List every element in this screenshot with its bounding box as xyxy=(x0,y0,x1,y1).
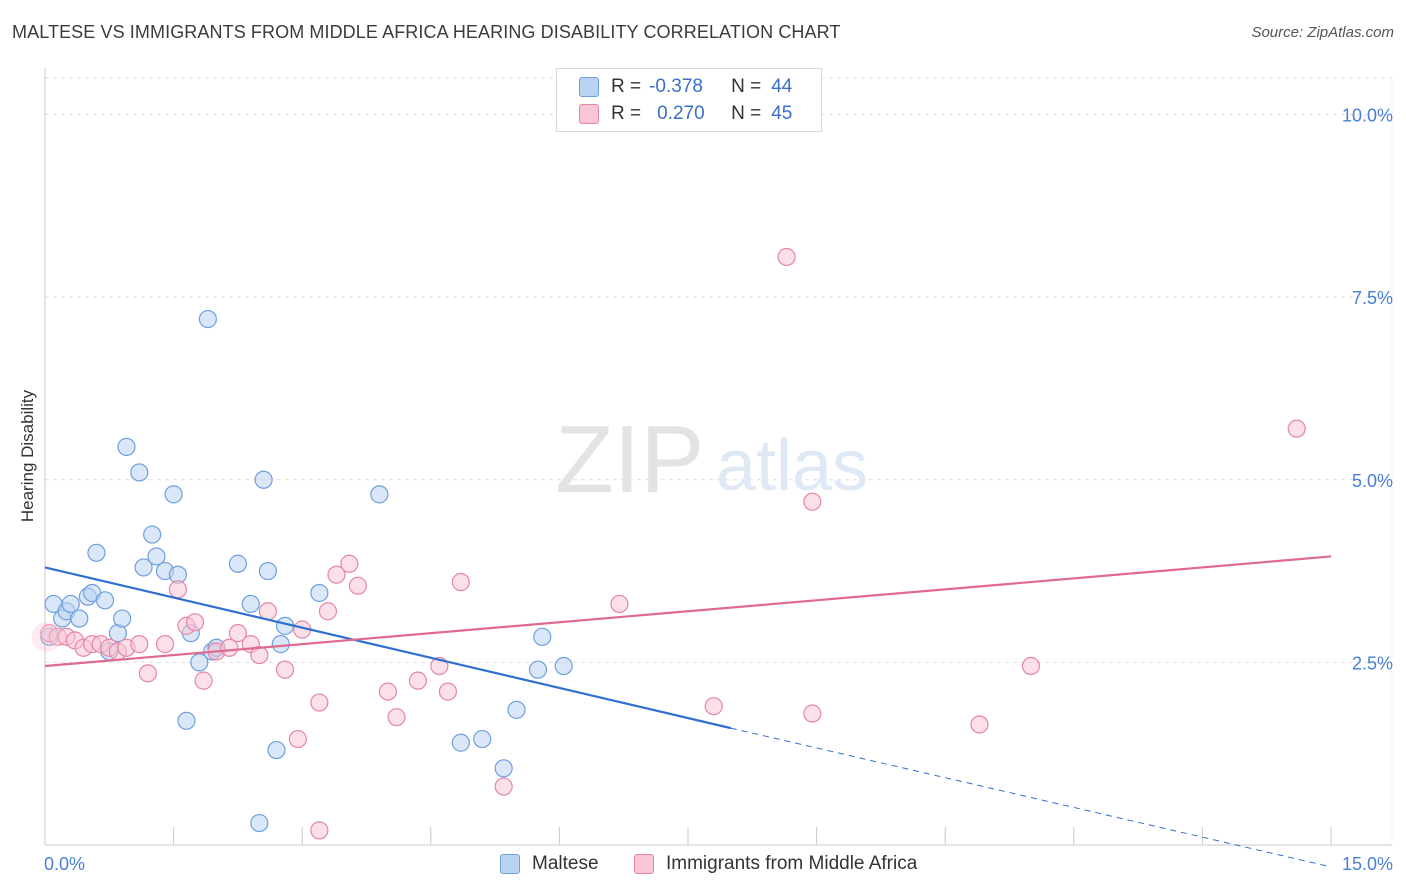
middle-africa-point xyxy=(803,704,822,723)
maltese-point xyxy=(87,543,106,562)
middle-africa-point xyxy=(451,572,470,592)
maltese-point xyxy=(267,740,286,760)
legend-label-maltese: Maltese xyxy=(532,853,599,874)
r-value: 0.270 xyxy=(657,103,705,124)
middle-africa-point xyxy=(704,697,723,716)
r-label: R = xyxy=(611,76,642,97)
middle-africa-swatch xyxy=(579,104,599,124)
x-tick-label: 0.0% xyxy=(44,854,85,874)
maltese-swatch xyxy=(579,77,599,97)
maltese-point xyxy=(554,656,573,676)
middle-africa-point xyxy=(275,660,295,679)
middle-africa-point xyxy=(194,671,213,690)
middle-africa-point xyxy=(130,635,149,654)
maltese-point xyxy=(370,485,389,504)
n-label: N = xyxy=(731,103,762,124)
trend-lines xyxy=(44,555,1332,868)
n-label: N = xyxy=(731,76,762,97)
legend-item-maltese: Maltese xyxy=(500,852,599,876)
data-points xyxy=(31,247,1306,840)
middle-africa-point xyxy=(228,624,247,643)
maltese-point xyxy=(95,591,115,610)
y-tick-label: 10.0% xyxy=(1342,106,1393,126)
maltese-point xyxy=(228,554,247,573)
middle-africa-point xyxy=(288,729,308,749)
maltese-point xyxy=(254,470,273,489)
middle-africa-trend-line xyxy=(44,555,1332,668)
y-tick-label: 7.5% xyxy=(1352,288,1393,308)
n-value: 45 xyxy=(771,103,793,124)
middle-africa-point xyxy=(327,565,346,584)
maltese-point xyxy=(61,594,80,614)
middle-africa-point xyxy=(250,645,269,665)
middle-africa-point xyxy=(348,576,368,595)
middle-africa-point xyxy=(438,682,458,701)
middle-africa-point xyxy=(610,594,629,614)
maltese-point xyxy=(250,813,269,833)
maltese-point xyxy=(310,583,329,603)
y-tick-label: 2.5% xyxy=(1352,653,1393,673)
legend-row-maltese: R = -0.378 N = 44 xyxy=(579,75,792,99)
maltese-point xyxy=(177,711,196,730)
maltese-point xyxy=(117,437,136,456)
maltese-point xyxy=(451,733,470,752)
correlation-legend: R = -0.378 N = 44 R = 0.270 N = 45 xyxy=(556,68,822,132)
watermark-zip: ZIP xyxy=(555,406,704,513)
middle-africa-point xyxy=(387,708,406,727)
middle-africa-point xyxy=(777,247,796,267)
y-tick-label: 5.0% xyxy=(1352,471,1393,491)
middle-africa-point xyxy=(340,554,359,573)
maltese-point xyxy=(164,485,183,504)
middle-africa-point xyxy=(185,613,205,632)
middle-africa-point xyxy=(1021,656,1041,676)
legend-row-middle-africa: R = 0.270 N = 45 xyxy=(579,102,792,126)
r-label: R = xyxy=(611,103,642,124)
maltese-swatch xyxy=(500,854,520,874)
middle-africa-point xyxy=(970,715,989,734)
watermark: ZIP atlas xyxy=(555,406,868,513)
maltese-point xyxy=(271,635,290,654)
middle-africa-point xyxy=(318,602,338,621)
maltese-trend-extension xyxy=(730,727,1332,868)
x-tick-label: 15.0% xyxy=(1342,854,1393,874)
maltese-point xyxy=(528,660,548,679)
maltese-point xyxy=(473,729,492,749)
maltese-point xyxy=(494,759,513,778)
tick-labels: 2.5% 5.0% 7.5% 10.0% 0.0% 15.0% xyxy=(44,106,1393,874)
maltese-point xyxy=(113,609,132,628)
middle-africa-cluster-point xyxy=(31,621,62,652)
maltese-point xyxy=(134,558,153,577)
maltese-point xyxy=(241,594,260,614)
middle-africa-point xyxy=(168,580,187,599)
chart-title: MALTESE VS IMMIGRANTS FROM MIDDLE AFRICA… xyxy=(12,22,841,42)
middle-africa-point xyxy=(220,638,239,657)
middle-africa-point xyxy=(155,635,175,654)
maltese-point xyxy=(533,627,552,646)
source-label: Source: ZipAtlas.com xyxy=(1251,24,1394,41)
r-value: -0.378 xyxy=(649,76,703,97)
maltese-point xyxy=(70,609,89,628)
middle-africa-point xyxy=(803,492,822,511)
middle-africa-point xyxy=(378,682,398,701)
maltese-point xyxy=(147,547,166,566)
legend-item-middle-africa: Immigrants from Middle Africa xyxy=(634,852,917,876)
middle-africa-point xyxy=(494,777,513,796)
middle-africa-point xyxy=(310,821,329,840)
n-value: 44 xyxy=(771,76,793,97)
middle-africa-swatch xyxy=(634,854,654,874)
maltese-point xyxy=(130,463,149,482)
maltese-point xyxy=(507,700,526,719)
maltese-trend-line xyxy=(44,566,732,730)
maltese-point xyxy=(143,525,162,544)
legend-label-middle-africa: Immigrants from Middle Africa xyxy=(666,853,918,874)
maltese-point xyxy=(258,561,278,581)
middle-africa-point xyxy=(408,671,428,690)
middle-africa-point xyxy=(1287,419,1306,438)
maltese-point xyxy=(198,309,217,329)
middle-africa-point xyxy=(138,664,157,683)
watermark-atlas: atlas xyxy=(716,426,868,506)
axes xyxy=(44,68,1392,846)
middle-africa-point xyxy=(310,693,329,712)
